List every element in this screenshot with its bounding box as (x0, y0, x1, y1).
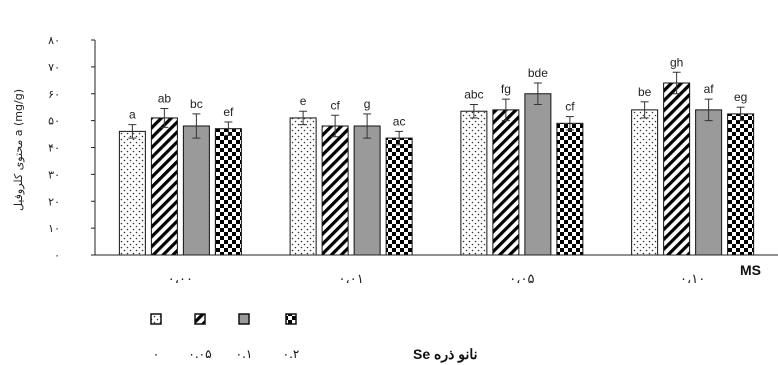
bar (150, 117, 178, 256)
bar (695, 109, 723, 256)
y-axis-title: محتوی کلروفیل a (mg/g) (12, 89, 25, 211)
significance-letter: ef (223, 105, 234, 119)
significance-letter: eg (734, 90, 747, 104)
bar (385, 137, 413, 256)
significance-letter: cf (565, 100, 575, 114)
bar (663, 82, 691, 256)
significance-letter: af (704, 82, 715, 96)
significance-letter: a (129, 108, 136, 122)
y-tick-label: ۶۰ (48, 88, 60, 101)
legend-label: ۰.۲ (283, 347, 300, 361)
category-label: ۰،۰۰ (168, 272, 193, 287)
x-axis-title: MS (740, 262, 761, 278)
significance-letter: bde (528, 66, 548, 80)
y-tick-label: ۴۰ (48, 142, 60, 155)
bar (631, 109, 659, 256)
y-tick-label: ۲۰ (48, 195, 60, 208)
bar (460, 110, 488, 256)
legend-swatch (194, 313, 206, 325)
significance-letter: bc (190, 97, 203, 111)
legend-label: ۰.۱ (236, 347, 253, 361)
y-tick-label: ۸۰ (48, 34, 60, 47)
bar (524, 93, 552, 256)
legend-label: ۰.۰۵ (188, 347, 211, 361)
significance-letter: abc (464, 88, 483, 102)
significance-letter: be (638, 85, 652, 99)
bar (118, 130, 146, 256)
y-tick-label: ۳۰ (48, 168, 60, 181)
category-label: ۰،۰۵ (509, 272, 534, 287)
bar (727, 113, 755, 256)
y-tick-label: ۱۰ (48, 222, 60, 235)
legend-swatch (238, 313, 250, 325)
significance-letter: g (364, 97, 371, 111)
bar (182, 125, 210, 256)
y-tick-label: ۵۰ (48, 115, 60, 128)
bar (556, 122, 584, 256)
y-tick-label: ۷۰ (48, 61, 60, 74)
legend-label: ۰ (153, 347, 159, 361)
significance-letter: ab (158, 92, 172, 106)
significance-letter: ac (393, 114, 406, 128)
significance-letter: gh (670, 55, 683, 69)
bar (321, 125, 349, 256)
bar (289, 117, 317, 256)
bar (492, 109, 520, 256)
category-label: ۰،۰۱ (339, 272, 364, 287)
significance-letter: e (300, 94, 307, 108)
legend-title: نانو ذره Se (413, 346, 478, 363)
bar (353, 125, 381, 256)
legend-swatch (285, 313, 297, 325)
y-tick-label: ۰ (54, 249, 60, 262)
significance-letter: fg (501, 82, 511, 96)
bar (214, 128, 242, 256)
category-label: ۰،۱۰ (680, 272, 705, 287)
legend-swatch (150, 313, 162, 325)
significance-letter: cf (330, 98, 340, 112)
